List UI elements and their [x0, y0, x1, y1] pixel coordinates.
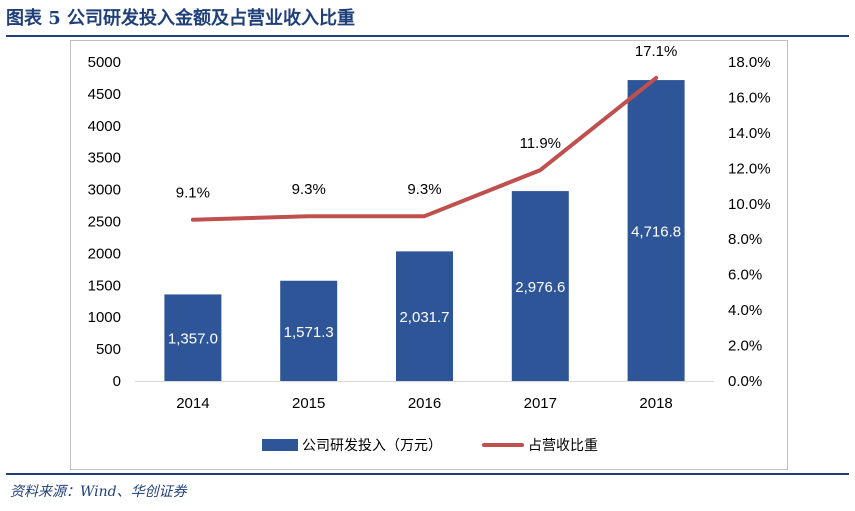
left-axis-tick-label: 4500 — [88, 86, 121, 103]
left-axis-tick-label: 500 — [96, 341, 121, 358]
left-axis-tick-label: 1500 — [88, 277, 121, 294]
bar — [511, 191, 569, 381]
figure-title: 图表 5 公司研发投入金额及占营业收入比重 — [6, 8, 356, 29]
legend-bar-swatch — [262, 439, 298, 451]
series-line-revenue-share — [190, 75, 659, 222]
bar — [280, 280, 338, 381]
line-data-label: 9.3% — [292, 181, 326, 198]
legend-bar-label: 公司研发投入（万元） — [302, 438, 442, 454]
right-axis-tick-label: 18.0% — [728, 54, 771, 71]
line-data-label: 9.3% — [407, 181, 441, 198]
left-axis-tick-label: 4000 — [88, 118, 121, 135]
bar-data-label: 2,031.7 — [399, 309, 449, 326]
bar-data-label: 1,357.0 — [168, 331, 218, 348]
bar-data-label: 4,716.8 — [631, 224, 681, 241]
left-axis-tick-label: 1000 — [88, 309, 121, 326]
left-axis-tick-label: 0 — [113, 373, 121, 390]
left-axis-tick-label: 3000 — [88, 182, 121, 199]
right-axis-tick-label: 10.0% — [728, 196, 771, 213]
right-axis-tick-label: 16.0% — [728, 89, 771, 106]
category-label: 2015 — [292, 395, 325, 412]
category-label: 2014 — [176, 395, 209, 412]
chart-frame — [70, 40, 788, 470]
right-axis-tick-label: 14.0% — [728, 125, 771, 142]
right-axis-tick-label: 12.0% — [728, 160, 771, 177]
category-label: 2017 — [524, 395, 557, 412]
source-note: 资料来源：Wind、华创证券 — [10, 484, 187, 500]
left-axis-tick-label: 2500 — [88, 214, 121, 231]
right-axis-tick-label: 0.0% — [728, 373, 762, 390]
bar-data-label: 1,571.3 — [284, 324, 334, 341]
line-data-label: 17.1% — [635, 43, 678, 60]
category-label: 2016 — [408, 395, 441, 412]
left-axis-tick-label: 2000 — [88, 245, 121, 262]
left-axis-tick-label: 3500 — [88, 150, 121, 167]
title-rule — [6, 35, 849, 37]
line-data-label: 9.1% — [176, 185, 210, 202]
bar — [396, 251, 453, 381]
bar — [164, 294, 222, 381]
source-rule — [6, 473, 849, 475]
line-data-label: 11.9% — [520, 135, 561, 152]
right-axis-tick-label: 6.0% — [728, 267, 762, 284]
right-axis-tick-label: 4.0% — [728, 302, 762, 319]
right-axis-tick-label: 2.0% — [728, 338, 762, 355]
category-label: 2018 — [639, 395, 672, 412]
right-axis-tick-label: 8.0% — [728, 231, 762, 248]
bar — [627, 80, 685, 381]
left-axis-tick-label: 5000 — [88, 54, 121, 71]
legend-line-label: 占营收比重 — [528, 438, 598, 454]
bar-data-label: 2,976.6 — [515, 279, 565, 296]
